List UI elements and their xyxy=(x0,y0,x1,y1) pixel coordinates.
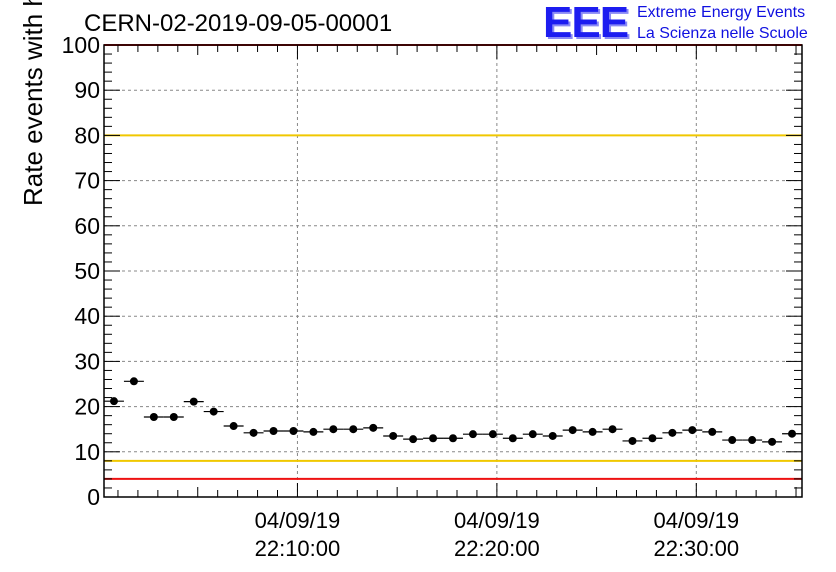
data-point xyxy=(762,437,783,446)
y-tick-label: 20 xyxy=(74,394,100,420)
data-point xyxy=(363,423,384,432)
data-point-marker xyxy=(229,422,238,431)
data-point-marker xyxy=(668,428,677,437)
chart-title: CERN-02-2019-09-05-00001 xyxy=(84,10,393,37)
data-point xyxy=(343,425,364,434)
y-tick-label: 90 xyxy=(74,77,100,103)
data-point xyxy=(143,412,164,421)
data-point xyxy=(522,430,543,439)
data-point xyxy=(582,427,603,436)
data-point-marker xyxy=(349,425,358,434)
data-point-marker xyxy=(449,434,457,443)
data-point xyxy=(722,436,743,445)
data-point xyxy=(223,422,244,431)
data-point xyxy=(403,435,424,444)
data-point-marker xyxy=(129,377,138,386)
data-point xyxy=(243,428,264,437)
y-tick-label: 0 xyxy=(87,484,100,510)
data-point-marker xyxy=(309,427,318,436)
data-point-marker xyxy=(169,412,178,421)
y-tick-label: 60 xyxy=(74,213,100,239)
y-tick-label: 100 xyxy=(62,32,100,58)
data-point-marker xyxy=(389,431,398,440)
data-point-marker xyxy=(768,437,777,446)
data-point-marker xyxy=(149,412,158,421)
axis-ticks xyxy=(104,44,802,498)
data-point xyxy=(782,429,802,438)
eee-logo-mark: EEE xyxy=(543,0,629,47)
data-point-marker xyxy=(189,397,198,406)
y-tick-labels: 0 10 20 30 40 50 60 70 80 90 100 xyxy=(62,32,100,510)
data-point-marker xyxy=(748,436,757,445)
x-tick-label-time: 22:30:00 xyxy=(653,536,740,561)
data-point-marker xyxy=(608,425,617,434)
data-point-marker xyxy=(528,430,537,439)
data-point xyxy=(383,431,404,440)
data-point xyxy=(602,425,623,434)
data-point xyxy=(303,427,324,436)
data-point-marker xyxy=(429,434,438,443)
data-point xyxy=(542,431,563,440)
data-point-marker xyxy=(488,430,497,439)
data-point-marker xyxy=(109,397,118,406)
data-point xyxy=(502,434,523,443)
data-point-marker xyxy=(688,426,697,435)
logo-subtitle-line2: La Scienza nelle Scuole xyxy=(637,25,808,42)
data-point-marker xyxy=(468,430,477,439)
data-point-marker xyxy=(728,436,737,445)
data-point xyxy=(283,427,304,436)
logo-subtitle-line1: Extreme Energy Events xyxy=(637,4,806,21)
data-point xyxy=(562,426,583,435)
data-point-marker xyxy=(209,407,218,416)
x-tick-label-time: 22:20:00 xyxy=(454,536,540,561)
reference-lines xyxy=(104,44,802,480)
x-tick-label-date: 04/09/19 xyxy=(454,508,540,533)
data-point-marker xyxy=(708,427,717,436)
y-tick-label: 10 xyxy=(74,439,100,465)
x-tick-label-date: 04/09/19 xyxy=(254,508,341,533)
data-point xyxy=(423,434,444,443)
data-point-marker xyxy=(568,426,577,435)
data-point xyxy=(482,430,503,439)
y-tick-label: 30 xyxy=(74,348,100,374)
data-point xyxy=(662,428,683,437)
data-point xyxy=(263,427,284,436)
data-point-marker xyxy=(269,427,278,436)
data-point-marker xyxy=(788,429,797,438)
grid-lines xyxy=(104,45,802,497)
data-point xyxy=(163,412,184,421)
y-axis-label: Rate events with hits [Hz] xyxy=(18,0,48,206)
y-tick-label: 80 xyxy=(74,122,100,148)
x-tick-label-time: 22:10:00 xyxy=(254,536,341,561)
data-point-marker xyxy=(648,434,657,443)
data-point-marker xyxy=(289,427,298,436)
data-point xyxy=(682,426,703,435)
data-point-marker xyxy=(588,427,597,436)
data-point xyxy=(123,377,144,386)
data-point-marker xyxy=(628,436,637,445)
data-point xyxy=(642,434,663,443)
data-point-marker xyxy=(249,428,258,437)
data-point xyxy=(702,427,723,436)
data-point-marker xyxy=(369,423,378,432)
data-point-marker xyxy=(409,435,418,444)
data-point-marker xyxy=(508,434,517,443)
data-point xyxy=(462,430,483,439)
data-point xyxy=(443,434,463,443)
data-point xyxy=(323,425,344,434)
data-points xyxy=(104,377,802,446)
data-point xyxy=(742,436,763,445)
data-point xyxy=(183,397,204,406)
y-tick-label: 50 xyxy=(74,258,100,284)
data-point xyxy=(203,407,224,416)
data-point-marker xyxy=(548,431,557,440)
y-tick-label: 40 xyxy=(74,303,100,329)
x-tick-label-date: 04/09/19 xyxy=(653,508,740,533)
data-point xyxy=(622,436,643,445)
data-point xyxy=(104,397,124,406)
data-point-marker xyxy=(329,425,338,434)
y-tick-label: 70 xyxy=(74,168,100,194)
